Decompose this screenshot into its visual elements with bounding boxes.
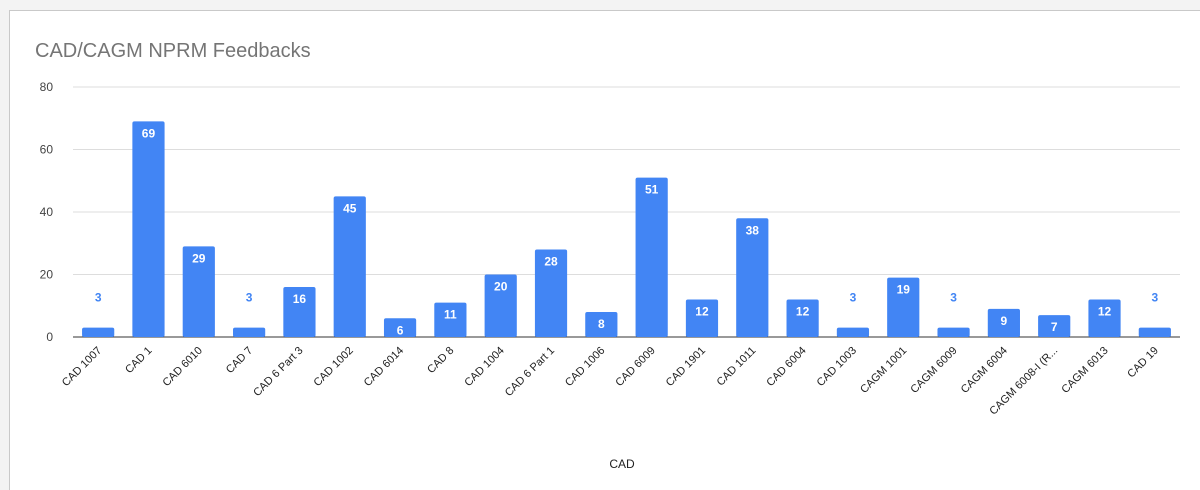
gridlines	[73, 86, 1180, 338]
data-labels: 3 69 29 3 16 45 6 11 20 28 8 51 12 38 12 3 19 3 9 7 12 3	[95, 126, 1159, 337]
bar[interactable]	[836, 327, 870, 337]
data-label: 12	[695, 305, 709, 319]
y-tick-label: 40	[40, 205, 54, 219]
x-tick-label: CAD 1006	[563, 345, 607, 389]
x-tick-label: CAD 1007	[60, 345, 104, 389]
data-label: 3	[1151, 291, 1158, 305]
data-label: 51	[645, 183, 659, 197]
data-label: 3	[950, 291, 957, 305]
data-label: 6	[397, 323, 404, 337]
x-tick-label: CAD 6 Part 3	[251, 345, 305, 399]
bar[interactable]	[585, 312, 618, 337]
x-tick-label: CAD 8	[425, 345, 456, 376]
x-tick-label: CAD 6004	[764, 345, 808, 389]
x-tick-label: CAD 1003	[815, 345, 859, 389]
x-tick-label: CAD 1	[123, 345, 154, 376]
x-tick-label: CAD 1901	[664, 345, 708, 389]
bar[interactable]	[1138, 327, 1171, 337]
x-tick-label: CAD 19	[1125, 345, 1161, 381]
data-label: 16	[293, 292, 307, 306]
y-axis-ticks: 0 20 40 60 80	[40, 80, 54, 344]
bar[interactable]	[283, 287, 316, 337]
data-label: 3	[246, 291, 253, 305]
x-tick-label: CAD 6 Part 1	[503, 345, 557, 399]
bar[interactable]	[233, 327, 266, 337]
bar[interactable]	[182, 246, 215, 337]
data-label: 69	[142, 126, 156, 140]
bar[interactable]	[887, 277, 920, 337]
x-tick-label: CAD 6014	[362, 345, 406, 389]
data-label: 29	[192, 251, 206, 265]
bar[interactable]	[82, 327, 115, 337]
x-tick-label: CAD 6010	[161, 345, 205, 389]
bar[interactable]	[685, 299, 719, 338]
bar[interactable]	[1038, 315, 1071, 337]
data-label: 45	[343, 201, 357, 215]
bar[interactable]	[383, 318, 417, 337]
x-tick-label: CAD 1011	[715, 345, 759, 389]
bar[interactable]	[937, 327, 970, 337]
data-label: 9	[1001, 314, 1008, 328]
bar[interactable]	[1088, 299, 1121, 338]
bar[interactable]	[333, 196, 366, 337]
bar[interactable]	[635, 177, 668, 337]
x-tick-label: CAD 1002	[311, 345, 355, 389]
data-label: 11	[444, 308, 457, 322]
bars	[82, 121, 1171, 337]
bar[interactable]	[484, 274, 517, 338]
y-tick-label: 20	[40, 268, 54, 282]
data-label: 3	[850, 291, 857, 305]
x-tick-label: CAGM 6013	[1059, 345, 1110, 396]
bar[interactable]	[786, 299, 819, 338]
x-tick-label: CAD 6009	[613, 345, 657, 389]
y-tick-label: 0	[46, 330, 53, 344]
data-label: 3	[95, 291, 102, 305]
x-tick-label: CAGM 6009	[908, 345, 959, 396]
data-label: 8	[598, 317, 605, 331]
data-label: 19	[897, 283, 911, 297]
data-label: 38	[746, 223, 760, 237]
x-tick-label: CAD 1004	[462, 345, 506, 389]
x-tick-label: CAGM 1001	[858, 345, 909, 396]
x-axis-title: CAD	[609, 457, 635, 471]
data-label: 7	[1051, 320, 1058, 334]
bar[interactable]	[434, 302, 467, 337]
bar[interactable]	[736, 218, 769, 337]
y-tick-label: 80	[40, 80, 54, 94]
data-label: 12	[1098, 305, 1112, 319]
x-tick-label: CAGM 6004	[959, 345, 1010, 396]
y-tick-label: 60	[40, 143, 54, 157]
data-label: 12	[796, 305, 810, 319]
bar[interactable]	[132, 121, 165, 337]
bar[interactable]	[987, 308, 1020, 337]
chart-title: CAD/CAGM NPRM Feedbacks	[35, 40, 311, 62]
bar[interactable]	[534, 249, 568, 338]
data-label: 28	[544, 255, 558, 269]
x-tick-label: CAD 7	[224, 345, 255, 376]
data-label: 20	[494, 280, 508, 294]
